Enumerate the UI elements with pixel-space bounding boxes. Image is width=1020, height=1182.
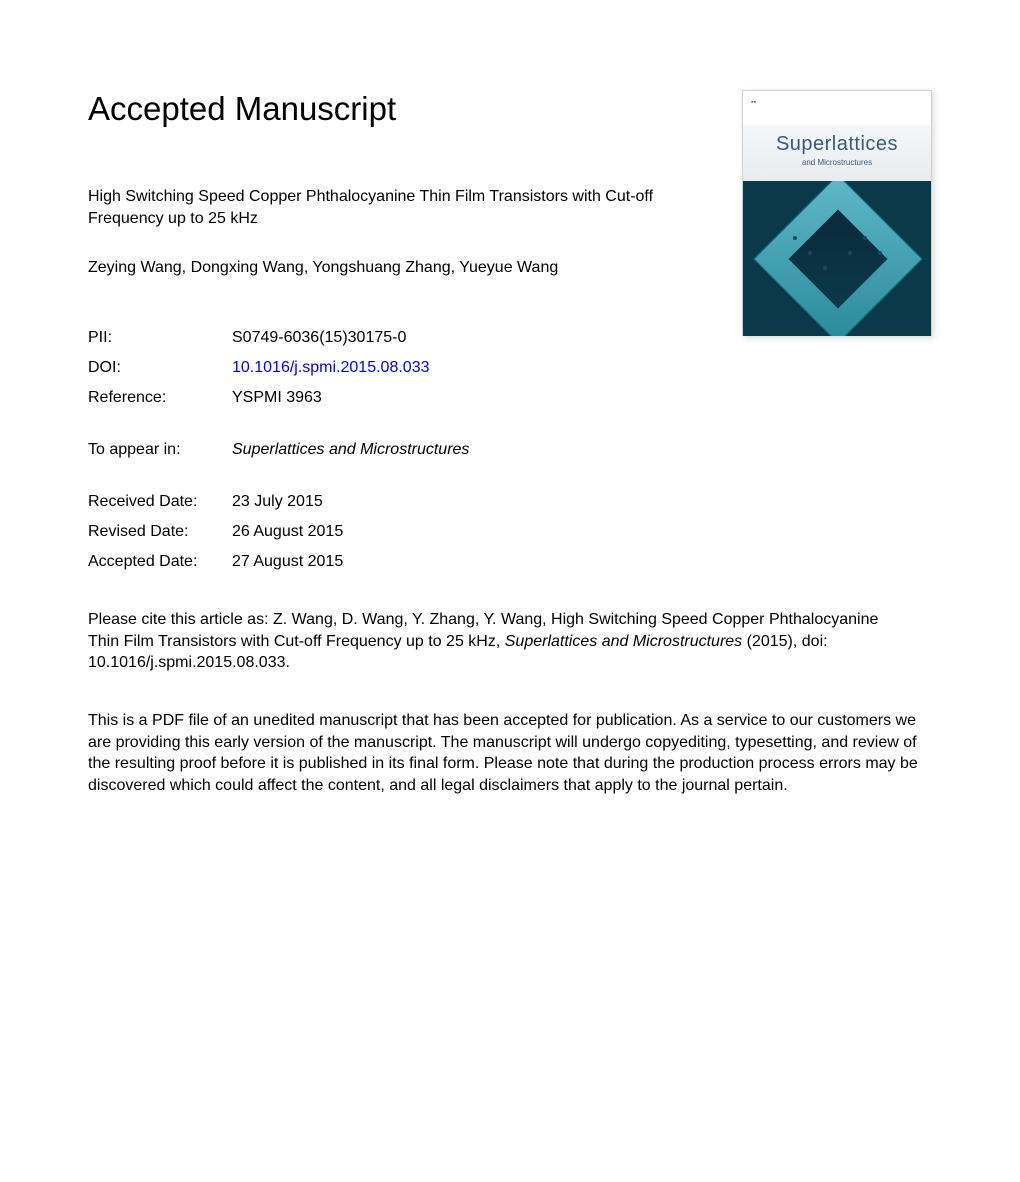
table-row: Reference: YSPMI 3963: [88, 383, 429, 413]
table-row: DOI: 10.1016/j.spmi.2015.08.033: [88, 353, 429, 383]
doi-label: DOI:: [88, 353, 232, 383]
cover-dot: [793, 236, 797, 240]
appear-table: To appear in: Superlattices and Microstr…: [88, 435, 469, 465]
accepted-value: 27 August 2015: [232, 547, 343, 577]
table-row: Accepted Date: 27 August 2015: [88, 547, 343, 577]
received-label: Received Date:: [88, 487, 232, 517]
cover-dot: [823, 266, 827, 270]
cover-journal-title: Superlattices: [743, 133, 931, 156]
publisher-mark: ▪▪: [751, 99, 756, 106]
pii-label: PII:: [88, 323, 232, 353]
accepted-label: Accepted Date:: [88, 547, 232, 577]
appear-label: To appear in:: [88, 435, 232, 465]
table-row: To appear in: Superlattices and Microstr…: [88, 435, 469, 465]
cover-header: ▪▪: [743, 91, 931, 125]
doi-link[interactable]: 10.1016/j.spmi.2015.08.033: [232, 359, 429, 376]
disclaimer-text: This is a PDF file of an unedited manusc…: [88, 710, 928, 796]
metadata-table: PII: S0749-6036(15)30175-0 DOI: 10.1016/…: [88, 323, 429, 413]
journal-name: Superlattices and Microstructures: [232, 441, 469, 458]
reference-label: Reference:: [88, 383, 232, 413]
journal-cover-thumbnail: ▪▪ Superlattices and Microstructures: [742, 90, 932, 336]
cover-dot: [808, 251, 812, 255]
reference-value: YSPMI 3963: [232, 383, 429, 413]
table-row: Revised Date: 26 August 2015: [88, 517, 343, 547]
article-title: High Switching Speed Copper Phthalocyani…: [88, 186, 708, 229]
table-row: Received Date: 23 July 2015: [88, 487, 343, 517]
table-row: PII: S0749-6036(15)30175-0: [88, 323, 429, 353]
dates-table: Received Date: 23 July 2015 Revised Date…: [88, 487, 343, 577]
citation-journal: Superlattices and Microstructures: [505, 633, 742, 650]
cover-journal-subtitle: and Microstructures: [743, 158, 931, 167]
cover-dot: [848, 251, 852, 255]
revised-label: Revised Date:: [88, 517, 232, 547]
received-value: 23 July 2015: [232, 487, 343, 517]
citation-text: Please cite this article as: Z. Wang, D.…: [88, 609, 908, 674]
cover-dot: [878, 251, 882, 255]
cover-title-area: Superlattices and Microstructures: [743, 125, 931, 181]
revised-value: 26 August 2015: [232, 517, 343, 547]
cover-dot: [863, 236, 867, 240]
cover-image-area: [743, 181, 931, 336]
pii-value: S0749-6036(15)30175-0: [232, 323, 429, 353]
